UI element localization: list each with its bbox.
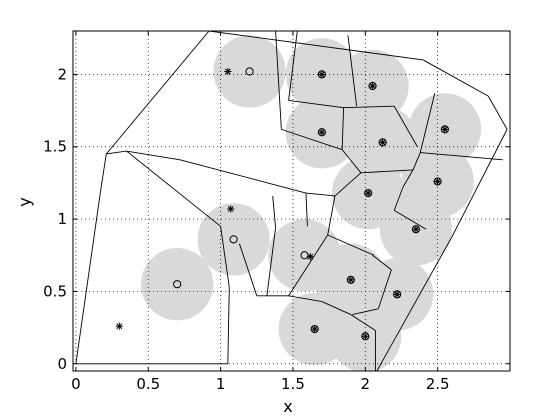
voronoi-edge — [305, 192, 335, 197]
voronoi-edge — [352, 308, 379, 316]
voronoi-edge — [372, 254, 392, 271]
star-marker — [434, 177, 442, 186]
voronoi-edge — [105, 31, 210, 155]
star-marker — [318, 70, 326, 79]
y-tick-label: 2 — [57, 65, 67, 83]
voronoi-edge — [377, 269, 392, 309]
voronoi-edge — [393, 187, 404, 211]
voronoi-edge — [347, 35, 358, 107]
voronoi-edges — [75, 31, 508, 371]
voronoi-edge — [238, 243, 258, 296]
voronoi-edge — [288, 295, 322, 302]
voronoi-edge — [305, 193, 308, 227]
circle-marker — [229, 235, 238, 244]
star-marker — [311, 325, 319, 333]
voronoi-edge — [278, 185, 307, 194]
x-tick-label: 1 — [216, 375, 226, 393]
x-tick-label: 1.5 — [281, 375, 305, 393]
voronoi-edge — [288, 100, 344, 109]
x-tick-label: 0 — [71, 375, 81, 393]
sensor-markers — [115, 67, 449, 341]
voronoi-edge — [179, 159, 279, 187]
voronoi-edge — [451, 129, 508, 237]
voronoi-edge — [327, 195, 336, 236]
voronoi-edge — [227, 287, 230, 364]
voronoi-edge — [275, 31, 282, 130]
grid-lines — [73, 31, 510, 371]
circle-marker — [245, 67, 254, 76]
star-marker — [347, 276, 355, 284]
voronoi-edge — [288, 234, 329, 297]
axis-tick-labels: 0 0.5 1 1.5 2 2.5 0 0.5 1 1.5 2 — [43, 65, 449, 393]
voronoi-edge — [412, 152, 421, 171]
voronoi-edge — [360, 169, 414, 174]
y-axis-label: y — [15, 197, 34, 206]
voronoi-edge — [343, 105, 395, 109]
star-marker — [412, 225, 420, 233]
voronoi-edge — [341, 149, 362, 174]
voronoi-edge — [321, 301, 352, 315]
y-tick-label: 0 — [57, 355, 67, 373]
voronoi-edge — [334, 172, 362, 197]
star-marker — [318, 128, 326, 136]
star-marker — [364, 189, 372, 197]
star-marker — [224, 67, 232, 76]
voronoi-edge — [487, 95, 508, 130]
voronoi-edge — [419, 93, 436, 153]
voronoi-edge — [288, 31, 298, 101]
voronoi-edge — [420, 152, 503, 161]
voronoi-edge — [220, 226, 230, 288]
x-axis-label: x — [283, 397, 292, 416]
x-tick-label: 2 — [361, 375, 371, 393]
star-marker — [379, 138, 387, 147]
star-marker — [306, 253, 314, 261]
y-tick-label: 1 — [57, 210, 67, 228]
voronoi-edge — [106, 150, 127, 155]
coverage-disks — [141, 35, 482, 371]
voronoi-edge — [266, 227, 277, 296]
x-tick-label: 2.5 — [426, 375, 450, 393]
voronoi-edge — [402, 169, 414, 188]
plot-frame — [72, 30, 511, 372]
star-marker — [227, 205, 235, 213]
star-marker — [368, 82, 377, 90]
voronoi-edge — [208, 31, 424, 61]
voronoi-edge — [100, 153, 107, 192]
voronoi-edge — [281, 128, 343, 151]
star-marker — [393, 290, 401, 298]
voronoi-edge — [393, 106, 418, 147]
circle-marker — [173, 280, 182, 289]
voronoi-edge — [376, 236, 453, 371]
y-tick-label: 1.5 — [43, 138, 67, 156]
axis-ticks — [73, 31, 510, 371]
coverage-disk — [141, 248, 214, 321]
voronoi-edge — [394, 210, 427, 230]
voronoi-edge — [126, 150, 221, 227]
y-tick-label: 0.5 — [43, 282, 67, 300]
star-marker — [115, 322, 123, 330]
star-marker — [361, 332, 369, 340]
circle-marker — [300, 251, 309, 260]
voronoi-edge — [422, 59, 489, 97]
voronoi-edge — [272, 195, 277, 228]
coverage-disk — [197, 203, 270, 276]
coverage-disk — [213, 35, 286, 108]
x-tick-label: 0.5 — [136, 375, 160, 393]
voronoi-edge — [75, 191, 101, 364]
star-marker — [441, 125, 449, 133]
voronoi-edge — [126, 150, 181, 161]
voronoi-edge — [350, 314, 376, 331]
voronoi-edge — [327, 234, 375, 256]
voronoi-edge — [341, 107, 345, 150]
